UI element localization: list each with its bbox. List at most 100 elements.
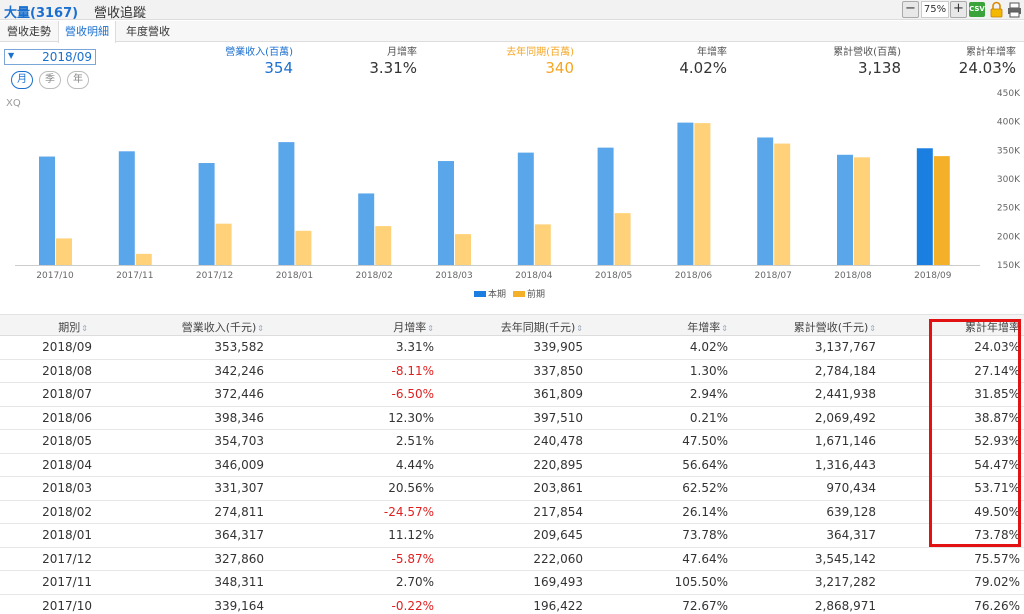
table-row[interactable]: 2018/04 346,009 4.44% 220,895 56.64% 1,316,44… [0,454,1024,477]
bar-current-2018/06[interactable] [677,122,694,265]
table-row[interactable]: 2018/08 342,246 -8.11% 337,850 1.30% 2,784,18… [0,360,1024,383]
sort-icon[interactable]: ⇕ [427,324,434,333]
zoom-level: 75% [921,1,949,18]
table-row[interactable]: 2018/01 364,317 11.12% 209,645 73.78% 364,317… [0,524,1024,548]
cell-cumulative-yoy: 24.03% [974,340,1020,354]
x-tick-label: 2018/07 [755,271,792,281]
cell-cumulative-yoy: 49.50% [974,504,1020,519]
legend-label[interactable]: 本期 [488,288,506,300]
cell-cumulative: 2,441,938 [814,387,876,401]
table-row[interactable]: 2018/02 274,811 -24.57% 217,854 26.14% 639,12… [0,501,1024,524]
legend-label[interactable]: 前期 [527,288,545,300]
x-tick-label: 2018/05 [595,271,632,281]
bar-prior-2017/11[interactable] [135,253,152,265]
sort-icon[interactable]: ⇕ [81,324,88,333]
bar-current-2018/08[interactable] [837,154,853,265]
table-row[interactable]: 2018/09 353,582 3.31% 339,905 4.02% 3,137,767… [0,336,1024,360]
bar-prior-2018/09[interactable] [933,156,950,265]
cell-mom: 11.12% [388,528,434,542]
x-tick-label: 2017/12 [196,271,233,281]
stat-cumulative-label: 累計營收(百萬) [833,47,901,58]
csv-export-button[interactable]: CSV [969,2,985,17]
column-header-label: 年增率 [687,321,721,334]
y-tick-label: 350K [997,146,1021,156]
page-title: 營收追蹤 [94,6,147,21]
cell-revenue: 274,811 [214,504,264,519]
table-row[interactable]: 2017/11 348,311 2.70% 169,493 105.50% 3,217,2… [0,571,1024,595]
bar-prior-2018/06[interactable] [694,123,711,265]
bar-current-2018/09[interactable] [916,148,933,265]
sort-icon[interactable]: ⇕ [721,324,728,333]
column-header-yoy[interactable]: 年增率⇕ [687,319,728,335]
stat-yoy: 年增率 4.02% [679,43,727,77]
tab-revenue-detail[interactable]: 營收明細 [58,21,116,43]
cell-cumulative-yoy: 73.78% [974,528,1020,542]
bar-prior-2018/01[interactable] [295,230,312,265]
column-header-period[interactable]: 期別⇕ [58,319,88,335]
bar-current-2018/07[interactable] [757,137,774,265]
table-row[interactable]: 2018/07 372,446 -6.50% 361,809 2.94% 2,441,93… [0,383,1024,407]
column-header-cumulative[interactable]: 累計營收(千元)⇕ [794,319,876,335]
bar-current-2018/03[interactable] [438,161,454,265]
bar-current-2018/01[interactable] [278,142,295,265]
sort-icon[interactable]: ⇕ [257,324,264,333]
y-tick-label: 150K [997,261,1021,271]
cell-last-year: 220,895 [533,457,583,472]
bar-current-2017/12[interactable] [198,163,215,265]
stat-cumulative-value: 3,138 [858,59,901,77]
table-row[interactable]: 2018/03 331,307 20.56% 203,861 62.52% 970,434… [0,477,1024,501]
cell-last-year: 217,854 [533,504,583,519]
table-row[interactable]: 2017/12 327,860 -5.87% 222,060 47.64% 3,545,1… [0,548,1024,571]
date-select[interactable]: ▼ 2018/09 [4,49,96,65]
stat-revenue: 營業收入(百萬) 354 [225,43,293,77]
legend-swatch [474,291,486,297]
sort-icon[interactable]: ⇕ [576,324,583,333]
bar-current-2017/10[interactable] [39,156,55,265]
bar-prior-2018/08[interactable] [854,157,870,265]
table-row[interactable]: 2018/05 354,703 2.51% 240,478 47.50% 1,671,14… [0,430,1024,454]
cell-yoy: 1.30% [689,363,728,378]
cell-revenue: 346,009 [214,457,264,472]
period-quarter-button[interactable]: 季 [39,71,61,89]
bar-prior-2018/04[interactable] [534,224,551,265]
lock-icon[interactable] [990,1,1003,18]
bar-prior-2018/03[interactable] [455,234,471,265]
zoom-out-button[interactable]: − [902,1,919,18]
cell-last-year: 361,809 [533,387,583,401]
cell-last-year: 222,060 [533,551,583,566]
print-icon[interactable] [1007,1,1022,18]
cell-period: 2018/09 [42,340,92,354]
period-year-button[interactable]: 年 [67,71,89,89]
bar-prior-2018/07[interactable] [774,143,791,265]
cell-cumulative-yoy: 27.14% [974,363,1020,378]
period-month-button[interactable]: 月 [11,71,33,89]
bar-prior-2017/10[interactable] [56,238,72,265]
cell-cumulative: 2,868,971 [814,598,876,613]
bar-prior-2018/05[interactable] [614,213,631,265]
tab-revenue-trend[interactable]: 營收走勢 [7,25,51,38]
sort-icon[interactable]: ⇕ [869,324,876,333]
table-row[interactable]: 2018/06 398,346 12.30% 397,510 0.21% 2,069,49… [0,407,1024,430]
bar-prior-2018/02[interactable] [375,226,392,265]
bar-current-2018/02[interactable] [358,193,375,265]
cell-last-year: 240,478 [533,434,583,448]
bar-current-2018/05[interactable] [597,147,614,265]
cell-last-year: 337,850 [533,363,583,378]
column-header-cumulative-yoy[interactable]: 累計年增率 [965,319,1020,335]
cell-last-year: 339,905 [533,340,583,354]
cell-revenue: 331,307 [214,481,264,495]
column-header-mom[interactable]: 月增率⇕ [393,319,434,335]
bar-prior-2017/12[interactable] [215,223,232,265]
bar-current-2017/11[interactable] [118,151,135,265]
stat-last-year: 去年同期(百萬) 340 [506,43,574,77]
tab-annual-revenue[interactable]: 年度營收 [126,25,170,38]
cell-last-year: 397,510 [533,410,583,425]
zoom-in-button[interactable]: + [950,1,967,18]
dropdown-arrow-icon: ▼ [8,51,15,60]
column-header-last-year[interactable]: 去年同期(千元)⇕ [501,319,583,335]
cell-yoy: 72.67% [682,598,728,613]
column-header-revenue[interactable]: 營業收入(千元)⇕ [182,319,264,335]
x-tick-label: 2018/08 [834,271,872,281]
bar-current-2018/04[interactable] [517,152,534,265]
table-row[interactable]: 2017/10 339,164 -0.22% 196,422 72.67% 2,868,9… [0,595,1024,614]
